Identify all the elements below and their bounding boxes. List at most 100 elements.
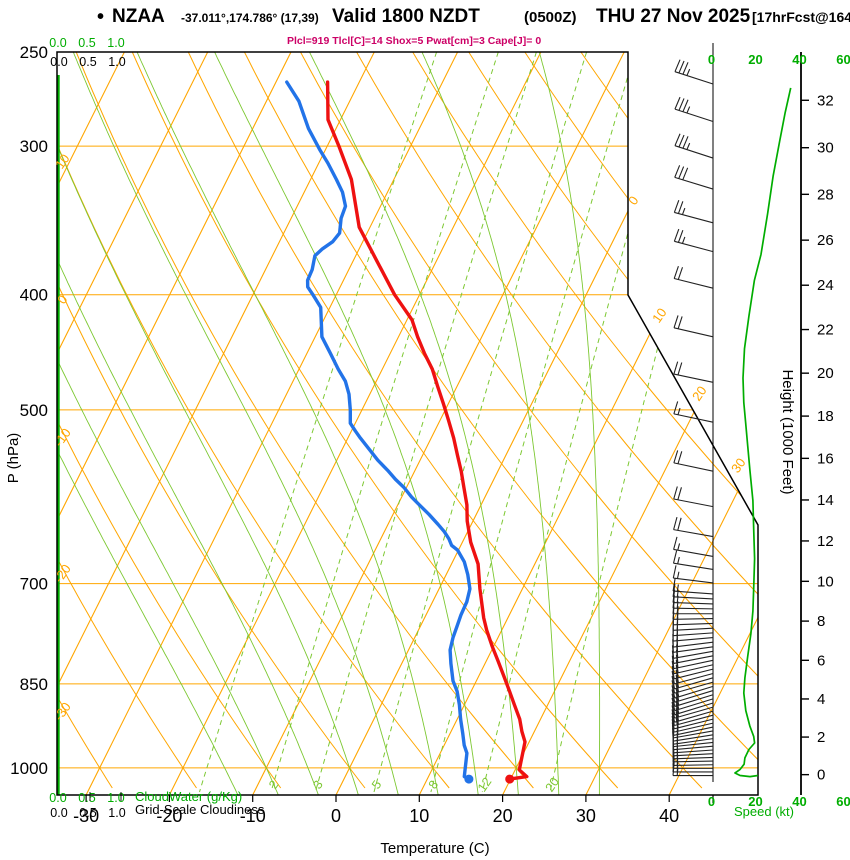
wind-barb-feather <box>675 664 679 678</box>
pressure-axis-label: P (hPa) <box>5 433 22 484</box>
wind-barb-staff <box>672 764 714 766</box>
height-tick-label: 26 <box>817 232 834 249</box>
height-tick-label: 12 <box>817 533 834 550</box>
wind-barb-staff <box>673 637 714 642</box>
mixing-ratio-label: 20 <box>543 775 562 794</box>
pressure-tick-label: 850 <box>20 675 48 694</box>
wind-barb-staff <box>673 650 714 659</box>
forecast-tag: [17hrFcst@1648z] <box>752 9 850 25</box>
height-tick-label: 30 <box>817 140 834 157</box>
wind-barb-feather <box>671 712 675 726</box>
dry-adiabat-line <box>412 52 758 789</box>
speed-tick-label-top: 60 <box>836 52 850 67</box>
wind-barb-staff <box>673 577 714 584</box>
height-tick-label: 18 <box>817 408 834 425</box>
isotherm-line <box>57 52 209 795</box>
height-tick-label: 6 <box>817 652 825 669</box>
dry-adiabat-line <box>75 52 534 789</box>
valid-zulu-time: (0500Z) <box>524 9 577 26</box>
cloudwater-scale-top: 0.5 <box>78 36 95 50</box>
wind-barb-feather <box>677 316 683 329</box>
isotherm-line <box>57 52 292 795</box>
wind-barb-half-feather <box>686 106 691 114</box>
dry-adiabat-line <box>131 52 619 789</box>
speed-tick-label-top: 40 <box>792 52 806 67</box>
wind-barb-staff <box>674 211 714 224</box>
wind-barb-feather <box>677 229 684 243</box>
wind-barb-feather <box>675 659 679 673</box>
isotherm-label: 30 <box>728 455 749 475</box>
speed-tick-label-bottom: 60 <box>836 794 850 809</box>
moist-adiabat-line <box>253 52 519 795</box>
pressure-tick-label: 1000 <box>10 759 48 778</box>
wind-barb-staff <box>673 596 714 600</box>
cloudwater-scale-bottom: 1.0 <box>107 791 124 805</box>
wind-barb-feather <box>677 267 684 280</box>
wind-barb-feather <box>675 692 680 706</box>
wind-barb-feather <box>673 266 679 279</box>
wind-barb-feather <box>672 578 676 592</box>
station-bullet-icon: • <box>97 6 105 28</box>
isotherm-lines <box>57 52 758 795</box>
wind-barb-feather <box>672 550 678 564</box>
dry-adiabat-line <box>524 52 758 789</box>
speed-tick-label-bottom: 0 <box>708 794 715 809</box>
wind-barb-feather <box>678 98 685 111</box>
wind-barb-staff <box>674 714 714 727</box>
plot-border <box>56 43 802 796</box>
wind-barb-feather <box>675 683 680 697</box>
moist-adiabat-line <box>162 52 479 795</box>
wind-barb-staff <box>673 590 714 595</box>
temp-tick-label: 0 <box>331 806 341 826</box>
wind-barb-staff <box>674 694 714 707</box>
height-tick-label: 10 <box>817 573 834 590</box>
wind-barb-staff <box>673 632 714 637</box>
wind-barb-feather <box>671 685 676 699</box>
isotherm-line <box>668 52 758 795</box>
valid-date: THU 27 Nov 2025 <box>596 6 751 27</box>
wind-barb-staff <box>673 498 714 508</box>
wind-barb-staff <box>673 462 714 472</box>
cloudwater-scale-bottom: 0.0 <box>49 791 66 805</box>
wind-barb-feather <box>682 62 689 75</box>
wind-barb-staff <box>674 698 714 712</box>
wind-barb-feather <box>671 665 675 679</box>
isotherm-label: 20 <box>689 383 710 403</box>
isotherm-line <box>252 52 625 795</box>
height-tick-label: 16 <box>817 450 834 467</box>
wind-barb-staff <box>673 562 714 571</box>
wind-speed-curve <box>734 87 792 778</box>
wind-barb-staff <box>673 413 714 423</box>
pressure-tick-label: 500 <box>20 401 48 420</box>
temperature-axis-label: Temperature (C) <box>380 840 489 857</box>
wind-barb-feather <box>674 133 681 146</box>
wind-barb-feather <box>674 165 681 178</box>
wind-barb-feather <box>674 59 681 72</box>
wind-barb-feather <box>675 674 680 688</box>
wind-barb-staff <box>672 760 714 763</box>
moist-adiabat-line <box>500 52 601 795</box>
wind-barb-staff <box>674 672 714 685</box>
wind-barb-half-feather <box>676 768 679 776</box>
mixing-ratio-line <box>270 52 499 793</box>
dry-adiabat-line <box>243 52 758 789</box>
temp-tick-label: 40 <box>659 806 679 826</box>
wind-barb-feather <box>673 228 680 242</box>
mixing-ratio-label: 3 <box>310 778 325 792</box>
height-tick-label: 22 <box>817 322 834 339</box>
wind-barb-half-feather <box>681 236 686 244</box>
dewpoint-curve-surface-dot <box>464 774 474 784</box>
wind-barb-half-feather <box>681 207 686 215</box>
wind-barb-feather <box>672 565 677 579</box>
moist-adiabat-line <box>367 52 560 795</box>
isotherm-label: 10 <box>649 305 670 325</box>
height-tick-label: 2 <box>817 729 825 746</box>
wind-speed-curve <box>734 87 792 778</box>
wind-barb-feather <box>673 401 679 415</box>
temp-tick-label: -10 <box>240 806 266 826</box>
mixing-ratio-line <box>430 52 636 793</box>
wind-barb-feather <box>675 700 680 714</box>
wind-barb-feather <box>673 516 678 530</box>
wind-barb-staff <box>673 734 714 742</box>
